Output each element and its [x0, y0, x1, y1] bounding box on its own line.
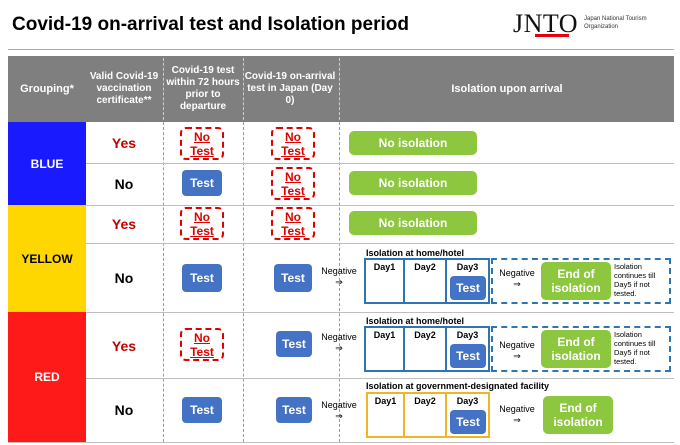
test-badge: Test [182, 170, 222, 196]
isolation-home-label: Isolation at home/hotel [366, 316, 465, 326]
day-divider [403, 258, 405, 304]
test-badge: Test [276, 397, 312, 423]
day1-label: Day1 [373, 262, 396, 272]
facility-isolation-box [366, 392, 490, 438]
isolation-continues-note: Isolation continues till Day5 if not tes… [614, 330, 656, 366]
page-title: Covid-19 on-arrival test and Isolation p… [12, 14, 409, 35]
negative-label: Negative ⇒ [321, 400, 357, 421]
group-blue: BLUE [8, 122, 86, 205]
negative-label: Negative ⇒ [321, 332, 357, 353]
row-divider [86, 312, 674, 313]
no-test-badge: No Test [180, 328, 224, 361]
end-of-isolation-badge: End of isolation [541, 330, 611, 368]
vaccinated-yes: Yes [111, 216, 137, 232]
extended-isolation-box [491, 258, 671, 304]
header-divider [243, 58, 244, 120]
test-badge: Test [274, 264, 312, 292]
vaccinated-yes: Yes [111, 338, 137, 354]
negative-label: Negative ⇒ [499, 268, 535, 289]
day-divider [403, 326, 405, 372]
no-test-badge: No Test [180, 127, 224, 160]
group-red: RED [8, 312, 86, 442]
header-divider [339, 58, 340, 120]
day3-label: Day3 [456, 330, 479, 340]
test-badge: Test [276, 331, 312, 357]
day-divider [445, 258, 447, 304]
end-of-isolation-badge: End of isolation [541, 262, 611, 300]
row-divider [86, 243, 674, 244]
column-divider [339, 122, 340, 442]
isolation-facility-label: Isolation at government-designated facil… [366, 381, 550, 391]
row-divider [86, 378, 674, 379]
group-yellow: YELLOW [8, 205, 86, 312]
header-vaccination: Valid Covid-19 vaccination certificate** [89, 71, 159, 106]
header-pre-departure-test: Covid-19 test within 72 hours prior to d… [166, 65, 240, 112]
vaccinated-no: No [114, 176, 134, 192]
day2-label: Day2 [414, 396, 436, 406]
day2-label: Day2 [414, 262, 436, 272]
row-divider [86, 205, 674, 206]
test-badge: Test [450, 276, 486, 300]
negative-label: Negative ⇒ [499, 404, 535, 425]
isolation-period-box [364, 326, 490, 372]
isolation-continues-note: Isolation continues till Day5 if not tes… [614, 262, 656, 298]
no-isolation-badge: No isolation [349, 171, 477, 195]
row-divider [86, 163, 674, 164]
test-badge: Test [182, 397, 222, 423]
day1-label: Day1 [374, 396, 397, 406]
header-divider [163, 58, 164, 120]
column-divider [163, 122, 164, 442]
table-bottom-border [8, 442, 674, 443]
day2-label: Day2 [414, 330, 436, 340]
day3-label: Day3 [456, 262, 479, 272]
no-test-badge: No Test [271, 207, 315, 240]
test-badge: Test [182, 264, 222, 292]
day-divider [403, 392, 405, 438]
negative-label: Negative ⇒ [499, 340, 535, 361]
negative-label: Negative ⇒ [321, 266, 357, 287]
column-divider [243, 122, 244, 442]
jnto-logo-subtitle: Japan National Tourism Organization [584, 16, 647, 30]
isolation-period-box [364, 258, 490, 304]
vaccinated-no: No [114, 270, 134, 286]
table-header [8, 56, 674, 122]
end-of-isolation-badge: End of isolation [543, 396, 613, 434]
no-isolation-badge: No isolation [349, 131, 477, 155]
header-arrival-test: Covid-19 on-arrival test in Japan (Day 0… [244, 71, 336, 106]
jnto-logo: JNTO [513, 9, 579, 38]
test-badge: Test [450, 410, 486, 434]
day3-label: Day3 [456, 396, 479, 406]
no-test-badge: No Test [180, 207, 224, 240]
extended-isolation-box [491, 326, 671, 372]
day-divider [445, 392, 447, 438]
vaccinated-no: No [114, 402, 134, 418]
day1-label: Day1 [373, 330, 396, 340]
no-isolation-badge: No isolation [349, 211, 477, 235]
header-grouping: Grouping* [20, 83, 74, 95]
isolation-home-label: Isolation at home/hotel [366, 248, 465, 258]
vaccinated-yes: Yes [111, 135, 137, 151]
no-test-badge: No Test [271, 167, 315, 200]
test-badge: Test [450, 344, 486, 368]
day-divider [445, 326, 447, 372]
header-isolation: Isolation upon arrival [451, 83, 563, 95]
no-test-badge: No Test [271, 127, 315, 160]
title-divider [8, 49, 674, 50]
